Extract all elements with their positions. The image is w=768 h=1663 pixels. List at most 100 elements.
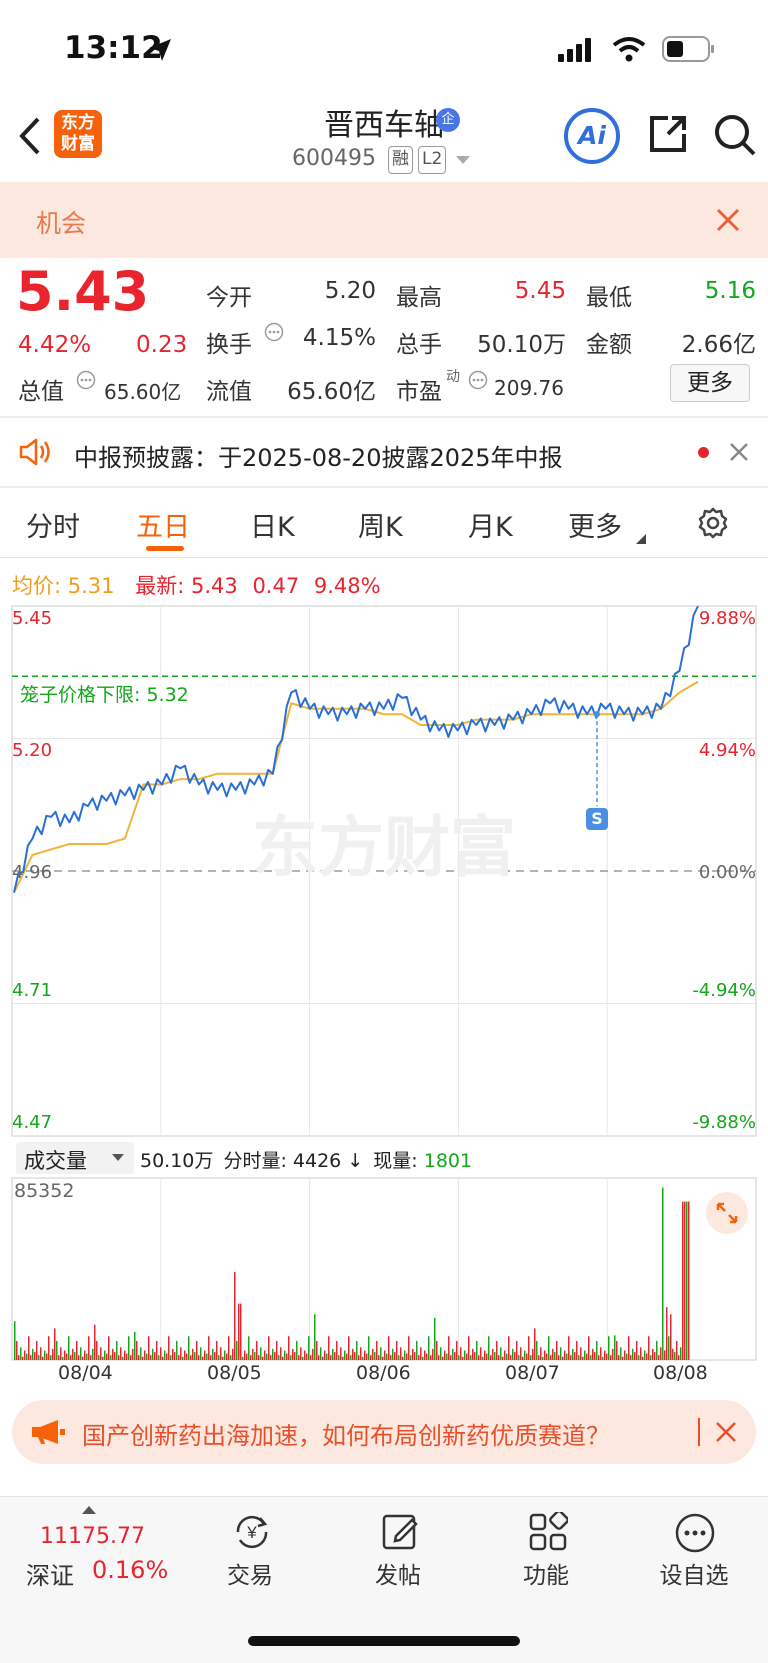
volume-bar: [262, 1356, 264, 1360]
chart-info: 均价: 5.31 最新: 5.43 0.47 9.48%: [12, 570, 381, 600]
edit-post-icon[interactable]: [380, 1512, 420, 1552]
opportunity-label: 机会: [36, 209, 87, 238]
volume-bar: [480, 1347, 482, 1360]
back-arrow-icon[interactable]: [18, 116, 42, 156]
function-grid-icon[interactable]: [528, 1512, 568, 1552]
search-icon[interactable]: [712, 112, 758, 158]
volume-bar: [548, 1336, 550, 1360]
volume-bar: [544, 1350, 546, 1360]
expand-button[interactable]: [706, 1192, 748, 1234]
ad-banner[interactable]: 国产创新药出海加速，如何布局创新药优质赛道？: [12, 1400, 756, 1464]
volume-bar: [670, 1314, 672, 1360]
tab-five-day[interactable]: 五日: [136, 512, 190, 543]
volume-bar: [462, 1356, 464, 1360]
volume-bar: [418, 1355, 420, 1360]
volume-bar: [534, 1328, 536, 1360]
low-value: 5.16: [704, 278, 756, 304]
event-marker[interactable]: S: [586, 808, 608, 830]
volume-bar: [230, 1355, 232, 1360]
volume-bar: [468, 1336, 470, 1360]
volume-chart[interactable]: [0, 1176, 768, 1362]
volume-bar: [64, 1350, 66, 1360]
volume-bar: [688, 1201, 690, 1360]
index-pct[interactable]: 0.16%: [92, 1556, 169, 1584]
volume-bar: [224, 1350, 226, 1360]
volume-bar: [446, 1353, 448, 1360]
volume-bar: [320, 1347, 322, 1360]
volume-bar: [284, 1350, 286, 1360]
more-button[interactable]: 更多: [670, 364, 750, 402]
volume-bar: [358, 1355, 360, 1360]
volume-bar: [50, 1355, 52, 1360]
volume-bar: [486, 1353, 488, 1360]
notice-text[interactable]: 中报预披露：于2025-08-20披露2025年中报: [74, 444, 563, 472]
volume-bar: [450, 1355, 452, 1360]
level2-tag: L2: [418, 146, 447, 174]
volume-bar: [536, 1340, 538, 1360]
volume-bar: [554, 1352, 556, 1360]
volume-bar: [88, 1336, 90, 1360]
volume-bar: [220, 1347, 222, 1360]
volume-bar: [188, 1336, 190, 1360]
volume-bar: [518, 1355, 520, 1360]
index-value[interactable]: 11175.77: [40, 1524, 145, 1549]
index-name[interactable]: 深证: [26, 1562, 74, 1590]
volume-bar: [626, 1353, 628, 1360]
cellular-signal-icon: [558, 38, 591, 62]
volume-bar: [658, 1355, 660, 1360]
nav-set-watchlist[interactable]: 设自选: [659, 1563, 729, 1589]
info-dots-icon[interactable]: [76, 370, 96, 390]
nav-post[interactable]: 发帖: [375, 1563, 421, 1589]
tab-daily-k[interactable]: 日K: [250, 512, 295, 543]
volume-bar: [192, 1348, 194, 1360]
close-icon[interactable]: [730, 443, 748, 461]
marker-point: [594, 711, 600, 718]
info-dots-icon[interactable]: [264, 322, 284, 342]
volume-selector[interactable]: 成交量: [16, 1142, 134, 1174]
volume-bar: [488, 1336, 490, 1360]
volume-bar: [338, 1355, 340, 1360]
close-icon[interactable]: [716, 1422, 736, 1442]
tab-more[interactable]: 更多: [568, 512, 622, 543]
volume-bar: [174, 1352, 176, 1360]
expand-icon: [716, 1202, 738, 1224]
volume-bar: [652, 1348, 654, 1360]
volume-bar: [530, 1355, 532, 1360]
volume-selector-label: 成交量: [24, 1149, 87, 1173]
tab-monthly-k[interactable]: 月K: [468, 512, 513, 543]
price-chart[interactable]: 东方财富: [0, 600, 768, 1140]
volume-bar: [612, 1348, 614, 1360]
info-dots-icon[interactable]: [468, 370, 488, 390]
ai-button[interactable]: Ai: [564, 108, 620, 164]
gear-icon[interactable]: [696, 506, 730, 540]
nav-function[interactable]: 功能: [523, 1563, 569, 1589]
volume-bar: [242, 1356, 244, 1360]
close-icon[interactable]: [716, 208, 740, 232]
volume-bar: [394, 1352, 396, 1360]
volume-bar: [352, 1348, 354, 1360]
volume-bar: [356, 1340, 358, 1360]
low-label: 最低: [586, 285, 632, 311]
tab-intraday[interactable]: 分时: [26, 512, 80, 543]
volume-bar: [118, 1355, 120, 1360]
volume-bar: [240, 1303, 242, 1360]
volume-bar: [22, 1356, 24, 1360]
volume-bar: [312, 1348, 314, 1360]
volume-bar: [398, 1355, 400, 1360]
volume-bar: [112, 1348, 114, 1360]
volume-bar: [94, 1324, 96, 1360]
share-icon[interactable]: [646, 112, 690, 156]
opportunity-bar[interactable]: 机会: [0, 182, 768, 258]
volume-bar: [372, 1348, 374, 1360]
tab-weekly-k[interactable]: 周K: [358, 512, 403, 543]
volume-bar: [108, 1336, 110, 1360]
y-label-top-left: 5.45: [12, 608, 53, 629]
watchlist-dots-icon[interactable]: [674, 1512, 716, 1554]
volume-bar: [416, 1340, 418, 1360]
dropdown-caret-icon[interactable]: [456, 156, 470, 166]
avg-value: 5.31: [67, 574, 115, 598]
nav-trade[interactable]: 交易: [227, 1563, 273, 1589]
volume-info: 50.10万 分时量: 4426 ↓ 现量: 1801: [140, 1146, 472, 1173]
trade-icon[interactable]: ¥: [230, 1512, 274, 1552]
volume-bar: [376, 1340, 378, 1360]
